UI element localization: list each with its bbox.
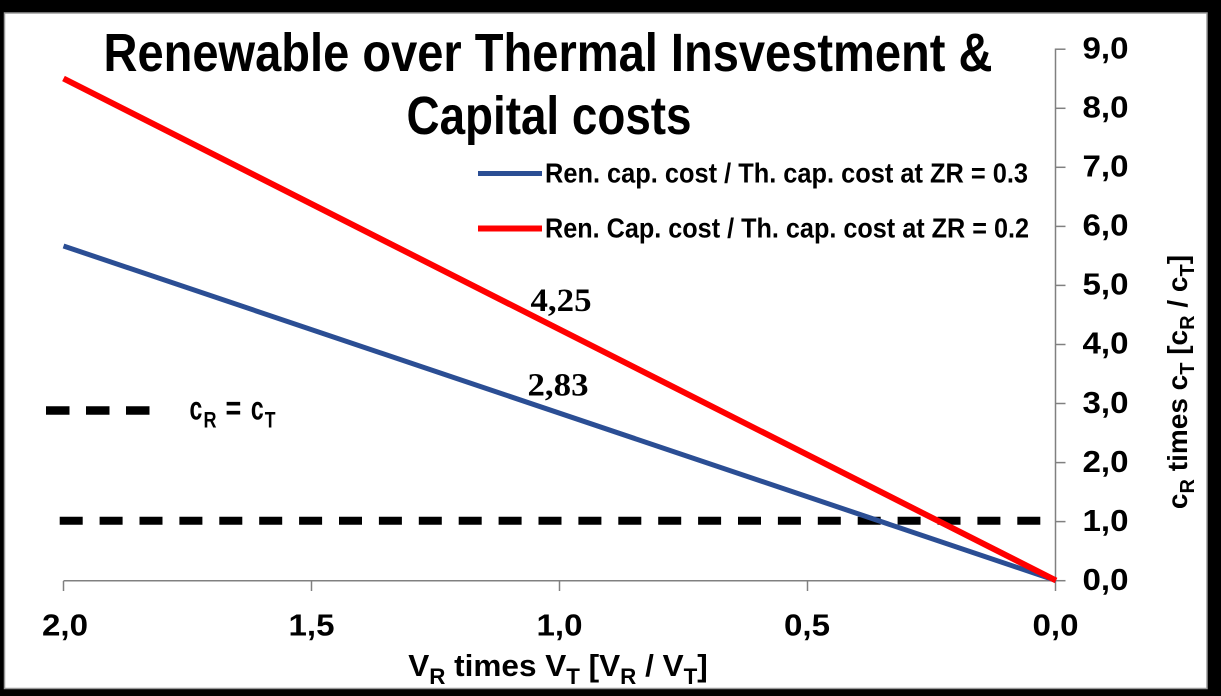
svg-text:4,25: 4,25: [531, 283, 592, 319]
svg-text:T: T: [265, 409, 276, 433]
svg-text:c: c: [251, 391, 264, 428]
svg-text:1,0: 1,0: [537, 608, 583, 643]
svg-text:1,5: 1,5: [289, 608, 335, 643]
svg-text:c: c: [190, 391, 203, 428]
svg-text:cR times cT [cR / cT]: cR times cT [cR / cT]: [1162, 255, 1199, 509]
svg-text:VR times VT [VR / VT]: VR times VT [VR / VT]: [408, 648, 708, 689]
svg-text:8,0: 8,0: [1083, 90, 1129, 125]
svg-text:=: =: [226, 391, 242, 427]
svg-text:3,0: 3,0: [1083, 385, 1129, 420]
svg-text:0,0: 0,0: [1083, 562, 1129, 597]
svg-text:4,0: 4,0: [1083, 326, 1129, 361]
svg-text:6,0: 6,0: [1083, 208, 1129, 243]
svg-text:2,0: 2,0: [1083, 444, 1129, 479]
svg-text:5,0: 5,0: [1083, 267, 1129, 302]
svg-text:0,0: 0,0: [1033, 608, 1079, 643]
svg-text:0,5: 0,5: [784, 608, 830, 643]
svg-text:Capital costs: Capital costs: [407, 86, 692, 146]
svg-text:9,0: 9,0: [1083, 31, 1129, 66]
svg-text:R: R: [204, 409, 217, 433]
svg-text:Ren. Cap. cost / Th. cap. cost: Ren. Cap. cost / Th. cap. cost at ZR = 0…: [545, 213, 1029, 244]
svg-text:Ren. cap. cost / Th. cap. cost: Ren. cap. cost / Th. cap. cost at ZR = 0…: [545, 158, 1028, 189]
svg-text:2,83: 2,83: [528, 368, 589, 404]
svg-text:Renewable over Thermal Insvest: Renewable over Thermal Insvestment &: [104, 23, 993, 83]
svg-text:1,0: 1,0: [1083, 503, 1129, 538]
svg-text:2,0: 2,0: [42, 608, 88, 643]
svg-text:7,0: 7,0: [1083, 149, 1129, 184]
